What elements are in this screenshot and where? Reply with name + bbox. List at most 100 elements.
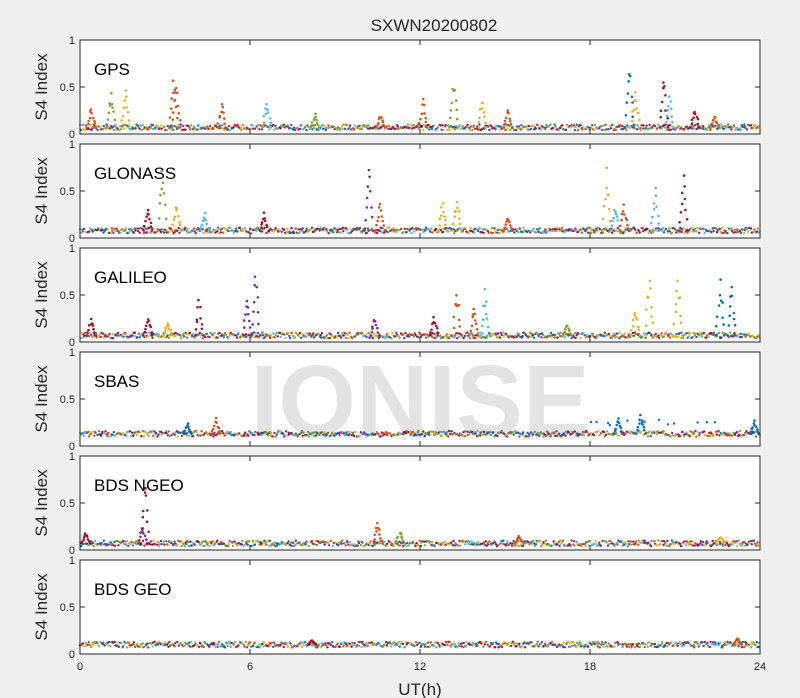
data-point xyxy=(279,643,282,647)
data-point xyxy=(232,643,235,646)
data-point xyxy=(632,123,635,126)
spike-point xyxy=(629,334,633,337)
spike-point xyxy=(147,319,150,323)
data-point xyxy=(620,540,623,543)
chart-title: SXWN20200802 xyxy=(371,16,498,35)
data-point xyxy=(392,544,396,548)
data-point xyxy=(605,430,609,433)
data-point xyxy=(731,335,735,338)
data-point xyxy=(197,123,200,127)
data-point xyxy=(578,640,581,644)
data-point xyxy=(483,127,486,130)
data-point xyxy=(445,433,448,436)
data-point xyxy=(428,230,432,233)
data-point xyxy=(386,124,389,127)
data-point xyxy=(634,540,638,543)
spike-point xyxy=(455,293,458,297)
data-point xyxy=(288,336,292,340)
spike-point xyxy=(369,334,372,337)
data-point xyxy=(373,231,376,234)
spike-point xyxy=(566,324,569,327)
data-point xyxy=(535,643,539,646)
data-point xyxy=(298,331,301,335)
data-point xyxy=(668,230,671,233)
data-point xyxy=(455,337,459,340)
spike-point xyxy=(460,334,464,337)
spike-point xyxy=(420,112,424,116)
data-point xyxy=(92,545,96,548)
data-point xyxy=(710,332,713,335)
data-point xyxy=(314,434,318,437)
data-point xyxy=(607,128,610,131)
data-point xyxy=(352,434,356,438)
spike-point xyxy=(451,222,455,225)
data-point xyxy=(467,231,470,235)
data-point xyxy=(545,123,548,127)
data-point xyxy=(469,125,473,128)
spike-point xyxy=(150,331,154,334)
data-point xyxy=(303,126,306,129)
spike-point xyxy=(421,97,425,101)
data-point xyxy=(204,336,207,339)
data-point xyxy=(453,336,456,339)
data-point xyxy=(592,542,596,546)
spike-point xyxy=(443,215,446,218)
data-point xyxy=(609,127,613,130)
data-point xyxy=(561,124,564,127)
data-point xyxy=(272,332,275,335)
data-point xyxy=(198,331,202,334)
data-point xyxy=(176,435,179,438)
data-point xyxy=(99,335,103,339)
data-point xyxy=(587,231,590,234)
data-point xyxy=(367,124,370,127)
spike-point xyxy=(376,326,379,330)
spike-point xyxy=(112,110,115,113)
data-point xyxy=(476,543,479,546)
spike-point xyxy=(605,166,608,169)
data-point xyxy=(350,228,353,231)
spike-point xyxy=(460,229,463,232)
data-point xyxy=(166,124,169,128)
data-point xyxy=(594,539,597,543)
spike-point xyxy=(623,126,627,129)
data-point xyxy=(752,539,756,542)
data-point xyxy=(155,431,158,434)
spike-point xyxy=(183,429,186,433)
data-point xyxy=(569,433,573,436)
spike-point xyxy=(617,421,621,425)
data-point xyxy=(482,231,485,235)
data-point xyxy=(139,335,142,338)
data-point xyxy=(651,231,654,234)
data-point xyxy=(645,643,648,646)
data-point xyxy=(363,431,366,434)
data-point xyxy=(222,231,225,234)
data-point xyxy=(670,231,674,235)
data-point xyxy=(441,435,444,438)
spike-point xyxy=(267,111,270,114)
data-point xyxy=(481,332,485,335)
data-point xyxy=(187,544,191,548)
spike-point xyxy=(139,535,142,539)
data-point xyxy=(445,333,448,336)
data-point xyxy=(101,127,104,131)
data-point xyxy=(465,125,469,128)
data-point xyxy=(245,333,248,336)
spike-point xyxy=(642,428,646,432)
spike-point xyxy=(451,229,454,232)
spike-point xyxy=(171,334,174,337)
data-point xyxy=(415,433,418,437)
spike-point xyxy=(638,422,641,425)
spike-point xyxy=(143,534,147,538)
data-point xyxy=(407,544,411,547)
data-point xyxy=(229,125,232,128)
data-point xyxy=(705,128,709,131)
data-point xyxy=(411,333,414,337)
data-point xyxy=(630,543,634,546)
data-point xyxy=(453,643,456,646)
data-point xyxy=(380,431,383,434)
data-point xyxy=(663,644,667,647)
data-point xyxy=(518,435,521,438)
spike-point xyxy=(569,332,572,335)
spike-point xyxy=(377,215,381,219)
spike-point xyxy=(671,120,674,124)
